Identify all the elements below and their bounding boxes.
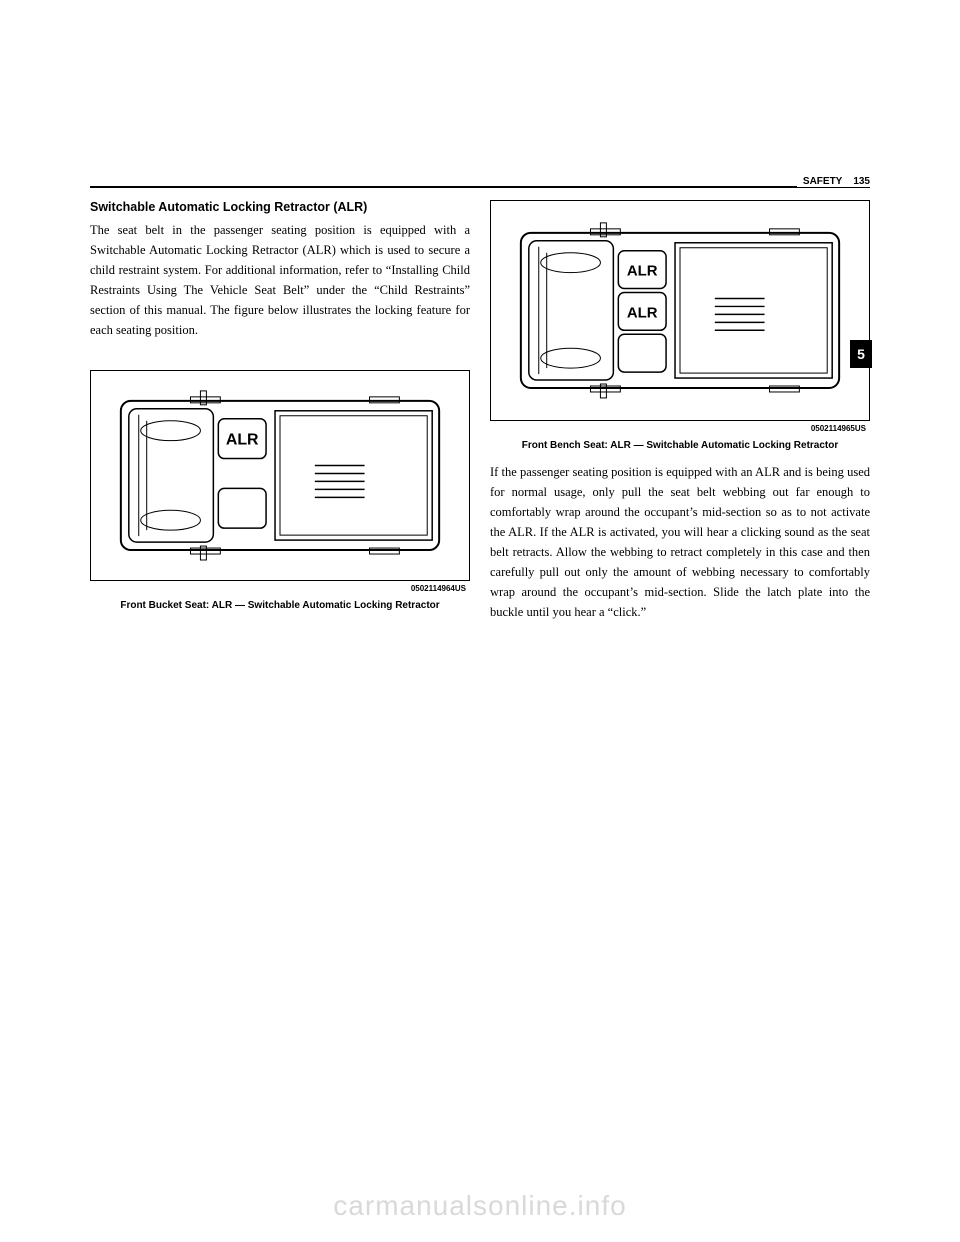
section-label: SAFETY	[803, 176, 842, 187]
vehicle-top-diagram-icon: ALR ALR	[490, 200, 870, 421]
section-heading: Switchable Automatic Locking Retractor (…	[90, 200, 470, 214]
header-label: SAFETY 135	[797, 176, 870, 187]
two-column-layout: Switchable Automatic Locking Retractor (…	[90, 200, 870, 636]
figure-id: 0502114965US	[490, 424, 866, 433]
page-content: SAFETY 135 5 Switchable Automatic Lockin…	[90, 180, 870, 820]
figure-id: 0502114964US	[90, 584, 466, 593]
alr-label: ALR	[226, 432, 259, 449]
alr-label: ALR	[627, 263, 658, 280]
watermark: carmanualsonline.info	[0, 1190, 960, 1222]
vehicle-top-diagram-icon: ALR	[90, 370, 470, 581]
alr-label: ALR	[627, 304, 658, 321]
body-paragraph: If the passenger seating position is equ…	[490, 462, 870, 622]
right-column: ALR ALR	[490, 200, 870, 636]
figure-bench-seat: ALR ALR	[490, 200, 870, 433]
left-column: Switchable Automatic Locking Retractor (…	[90, 200, 470, 636]
figure-caption: Front Bucket Seat: ALR — Switchable Auto…	[90, 599, 470, 612]
figure-bucket-seat: ALR	[90, 370, 470, 593]
body-paragraph: The seat belt in the passenger seating p…	[90, 220, 470, 340]
figure-caption: Front Bench Seat: ALR — Switchable Autom…	[490, 439, 870, 452]
chapter-number: 5	[857, 346, 865, 362]
page-number: 135	[853, 176, 870, 187]
chapter-tab: 5	[850, 340, 872, 368]
header-rule: SAFETY 135	[90, 180, 870, 192]
